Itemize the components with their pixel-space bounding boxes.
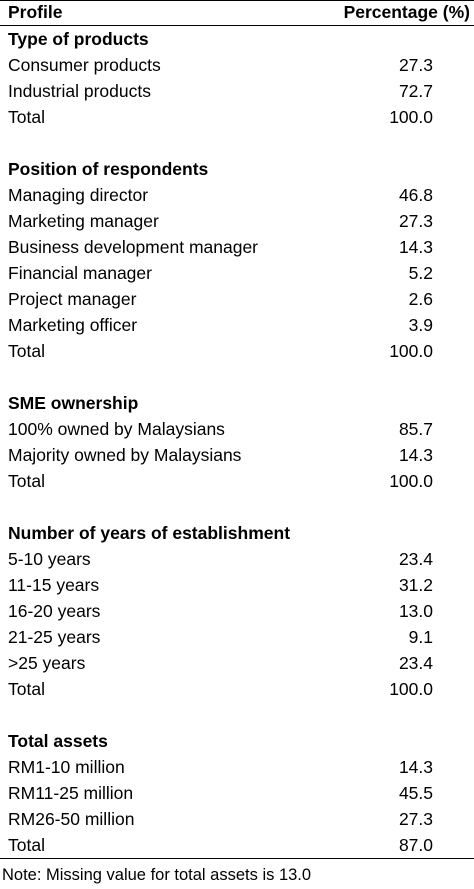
section-title-row: Position of respondents [0, 156, 474, 182]
table-row: 5-10 years 23.4 [0, 546, 474, 572]
row-label: Project manager [8, 289, 137, 309]
row-label: Majority owned by Malaysians [8, 445, 242, 465]
row-value: 100.0 [389, 679, 433, 699]
table-row: Consumer products 27.3 [0, 52, 474, 78]
row-value: 27.3 [398, 809, 433, 829]
row-label: Managing director [8, 185, 149, 205]
row-label: Marketing manager [8, 211, 159, 231]
row-label: Business development manager [8, 237, 259, 257]
section-title-row: SME ownership [0, 390, 474, 416]
table-row: RM11-25 million 45.5 [0, 780, 474, 806]
table-row: 21-25 years 9.1 [0, 624, 474, 650]
header-rule [0, 25, 474, 26]
row-value: 87.0 [398, 835, 433, 855]
header-percentage: Percentage (%) [343, 2, 470, 22]
table-row: 11-15 years 31.2 [0, 572, 474, 598]
table-row: Total 100.0 [0, 338, 474, 364]
table-row: Total 100.0 [0, 676, 474, 702]
row-value: 3.9 [408, 315, 433, 335]
table-row: Managing director 46.8 [0, 182, 474, 208]
row-value: 27.3 [398, 211, 433, 231]
section-title-row: Type of products [0, 26, 474, 52]
row-value: 85.7 [398, 419, 433, 439]
row-label: 5-10 years [8, 549, 91, 569]
table-row: Marketing officer 3.9 [0, 312, 474, 338]
section-title: Type of products [8, 29, 149, 49]
row-label: 16-20 years [8, 601, 101, 621]
table-header: Profile Percentage (%) [0, 1, 474, 25]
row-value: 2.6 [408, 289, 433, 309]
row-label: Industrial products [8, 81, 151, 101]
top-rule [0, 0, 474, 1]
row-value: 23.4 [398, 653, 433, 673]
table-row: Financial manager 5.2 [0, 260, 474, 286]
row-label: Consumer products [8, 55, 161, 75]
row-value: 14.3 [398, 445, 433, 465]
row-value: 14.3 [398, 757, 433, 777]
bottom-rule [0, 858, 474, 859]
row-value: 31.2 [398, 575, 433, 595]
table-row: 16-20 years 13.0 [0, 598, 474, 624]
row-value: 9.1 [408, 627, 433, 647]
table-row: Total 100.0 [0, 468, 474, 494]
row-label: Total [8, 341, 45, 361]
section-title: Position of respondents [8, 159, 209, 179]
table-row: Business development manager 14.3 [0, 234, 474, 260]
row-value: 100.0 [389, 471, 433, 491]
table-row: RM26-50 million 27.3 [0, 806, 474, 832]
table-row: Total 87.0 [0, 832, 474, 858]
row-label: >25 years [8, 653, 86, 673]
table-row: Total 100.0 [0, 104, 474, 130]
section-spacer [0, 364, 474, 390]
row-value: 5.2 [408, 263, 433, 283]
section-title: SME ownership [8, 393, 139, 413]
row-value: 14.3 [398, 237, 433, 257]
row-value: 72.7 [398, 81, 433, 101]
section-spacer [0, 494, 474, 520]
table-row: Majority owned by Malaysians 14.3 [0, 442, 474, 468]
row-label: Financial manager [8, 263, 152, 283]
section-spacer [0, 130, 474, 156]
row-label: RM11-25 million [8, 783, 134, 803]
table-row: Project manager 2.6 [0, 286, 474, 312]
row-value: 45.5 [398, 783, 433, 803]
row-label: 11-15 years [8, 575, 100, 595]
row-label: RM1-10 million [8, 757, 125, 777]
row-label: RM26-50 million [8, 809, 135, 829]
row-value: 23.4 [398, 549, 433, 569]
table-row: Marketing manager 27.3 [0, 208, 474, 234]
section-title-row: Number of years of establishment [0, 520, 474, 546]
row-label: Total [8, 471, 45, 491]
row-value: 46.8 [398, 185, 433, 205]
section-title-row: Total assets [0, 728, 474, 754]
row-value: 100.0 [389, 107, 433, 127]
table-row: >25 years 23.4 [0, 650, 474, 676]
section-title: Total assets [8, 731, 108, 751]
row-label: Marketing officer [8, 315, 138, 335]
row-value: 13.0 [398, 601, 433, 621]
table-row: 100% owned by Malaysians 85.7 [0, 416, 474, 442]
section-title: Number of years of establishment [8, 523, 291, 543]
profile-table: Profile Percentage (%) Type of products … [0, 0, 474, 859]
section-spacer [0, 702, 474, 728]
row-label: Total [8, 107, 45, 127]
header-profile: Profile [8, 2, 63, 22]
table-row: Industrial products 72.7 [0, 78, 474, 104]
row-label: Total [8, 679, 45, 699]
row-label: Total [8, 835, 45, 855]
table-note: Note: Missing value for total assets is … [2, 866, 312, 884]
table-row: RM1-10 million 14.3 [0, 754, 474, 780]
row-label: 21-25 years [8, 627, 101, 647]
row-value: 27.3 [398, 55, 433, 75]
row-label: 100% owned by Malaysians [8, 419, 225, 439]
row-value: 100.0 [389, 341, 433, 361]
